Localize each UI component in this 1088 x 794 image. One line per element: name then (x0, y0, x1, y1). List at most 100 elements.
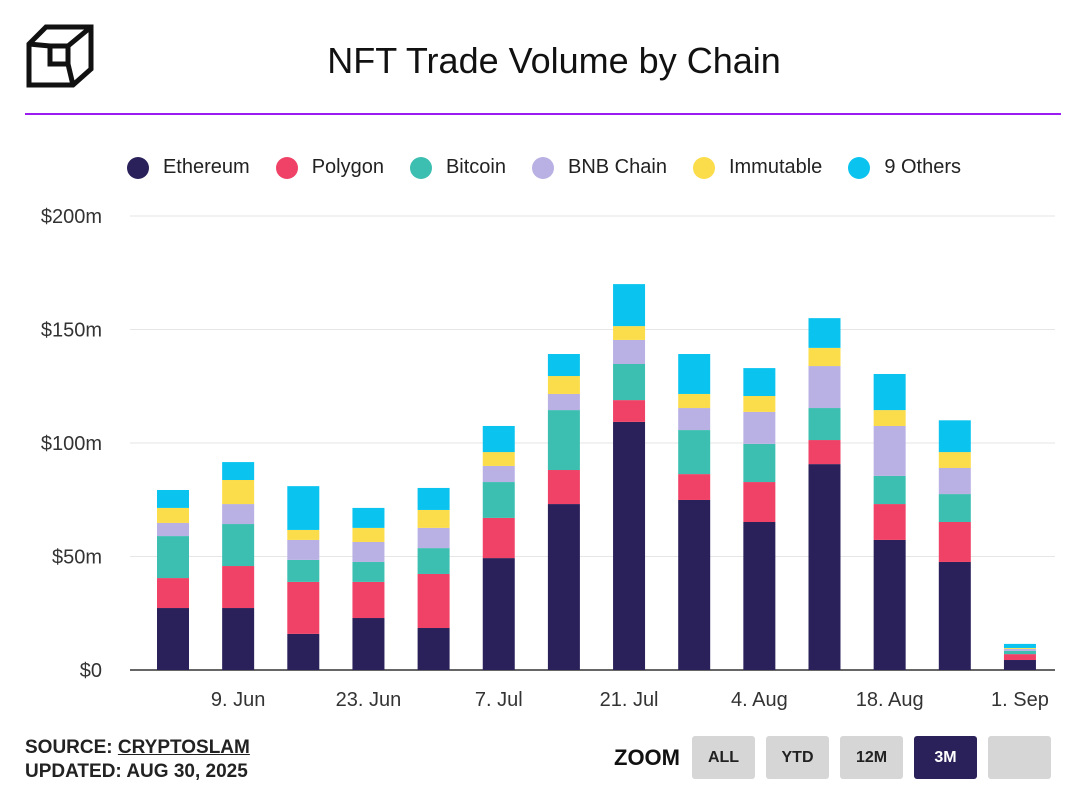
bar-segment-bnb-chain (352, 541, 385, 562)
bar-segment-ethereum (157, 608, 189, 670)
legend-item[interactable]: Bitcoin (409, 156, 506, 179)
bar-segment-bitcoin (938, 494, 971, 522)
bar-segment-9-others (222, 462, 255, 481)
bar-segment-bitcoin (547, 410, 580, 471)
bar-segment-bnb-chain (613, 339, 646, 365)
footer: SOURCE: CRYPTOSLAM UPDATED: AUG 30, 2025 (25, 736, 250, 784)
bar-segment-ethereum (222, 608, 255, 670)
bar-segment-bnb-chain (157, 522, 189, 537)
bar-segment-polygon (938, 521, 971, 562)
legend-dot-icon (126, 156, 149, 179)
bar-segment-ethereum (808, 464, 841, 670)
bar-segment-immutable (808, 347, 841, 367)
legend-item[interactable]: Immutable (692, 156, 823, 179)
zoom-button-ytd[interactable]: YTD (766, 736, 829, 779)
zoom-button-all[interactable]: ALL (692, 736, 755, 779)
bar-segment-ethereum (873, 539, 906, 670)
legend: Ethereum Polygon Bitcoin BNB Chain Immutable… (0, 156, 1088, 179)
bar-segment-9-others (352, 507, 385, 528)
bar-segment-bitcoin (873, 475, 906, 505)
legend-item[interactable]: BNB Chain (532, 156, 667, 179)
legend-label: Immutable (728, 156, 823, 178)
legend-item[interactable]: 9 Others (848, 156, 961, 179)
legend-label: Bitcoin (445, 156, 506, 178)
bar-segment-bitcoin (157, 536, 189, 579)
bar-segment-bitcoin (743, 443, 776, 483)
bar-segment-bnb-chain (1003, 648, 1036, 651)
bar-segment-9-others (417, 487, 450, 510)
zoom-controls: ZOOM ALL YTD 12M 3M (614, 736, 1062, 779)
bar-segment-polygon (222, 566, 255, 609)
bar-segment-polygon (417, 573, 450, 629)
bar-segment-bnb-chain (873, 425, 906, 476)
legend-dot-icon (692, 156, 715, 179)
bar-segment-9-others (873, 373, 906, 411)
bar-segment-ethereum (613, 421, 646, 670)
bar-segment-ethereum (743, 521, 776, 670)
bar-segment-immutable (938, 452, 971, 468)
legend-item[interactable]: Polygon (275, 156, 384, 179)
cryptoslam-logo-icon (26, 24, 94, 88)
bar-segment-immutable (157, 507, 189, 523)
bar-segment-immutable (873, 410, 906, 426)
bar-segment-ethereum (1003, 660, 1036, 670)
bar-segment-immutable (482, 452, 515, 466)
bar-segment-bitcoin (1003, 650, 1036, 655)
bar-segment-bitcoin (808, 408, 841, 441)
bar-segment-ethereum (352, 618, 385, 670)
bar-segment-immutable (613, 326, 646, 340)
bar-segment-polygon (873, 504, 906, 540)
legend-label: 9 Others (884, 156, 962, 178)
zoom-button-blank[interactable] (988, 736, 1051, 779)
legend-item[interactable]: Ethereum (126, 156, 250, 179)
bar-segment-bitcoin (678, 430, 711, 475)
bar-segment-bnb-chain (482, 465, 515, 483)
bar-segment-polygon (678, 474, 711, 500)
legend-dot-icon (848, 156, 871, 179)
x-tick-label: 9. Jun (211, 689, 265, 711)
bar-segment-polygon (352, 581, 385, 619)
y-tick-label: $100m (41, 433, 102, 455)
bar-segment-9-others (613, 284, 646, 327)
bar-segment-bitcoin (613, 364, 646, 401)
x-tick-label: 7. Jul (475, 689, 523, 711)
x-tick-label: 1. Sep (991, 689, 1049, 711)
bar-segment-bnb-chain (808, 366, 841, 409)
bar-segment-polygon (287, 581, 320, 634)
bar-segment-bnb-chain (287, 539, 320, 560)
bar-segment-bnb-chain (417, 527, 450, 549)
bar-segment-ethereum (938, 561, 971, 670)
legend-dot-icon (275, 156, 298, 179)
x-tick-label: 21. Jul (600, 689, 659, 711)
bar-segment-bnb-chain (678, 408, 711, 431)
x-tick-label: 4. Aug (731, 689, 788, 711)
bar-segment-polygon (482, 517, 515, 559)
bar-segment-polygon (743, 482, 776, 522)
title-divider (25, 113, 1061, 115)
bar-segment-ethereum (287, 633, 320, 670)
legend-label: Polygon (311, 156, 384, 178)
zoom-label: ZOOM (614, 744, 680, 770)
bar-segment-bnb-chain (743, 411, 776, 444)
bar-segment-immutable (743, 396, 776, 412)
bar-segment-bnb-chain (547, 393, 580, 411)
bar-segment-bitcoin (222, 524, 255, 567)
zoom-button-12m[interactable]: 12M (840, 736, 903, 779)
bar-segment-bitcoin (482, 482, 515, 518)
legend-dot-icon (532, 156, 554, 179)
bar-segment-9-others (287, 486, 320, 530)
updated-text: UPDATED: AUG 30, 2025 (25, 761, 248, 782)
bar-segment-bnb-chain (222, 504, 255, 525)
bar-segment-bitcoin (352, 561, 385, 582)
source-link[interactable]: CRYPTOSLAM (117, 737, 250, 758)
y-tick-label: $50m (52, 547, 102, 569)
y-tick-label: $0 (80, 660, 102, 682)
x-tick-label: 18. Aug (856, 689, 924, 711)
bar-segment-ethereum (417, 628, 450, 670)
bar-segment-9-others (157, 489, 189, 508)
bar-segment-bnb-chain (938, 467, 971, 495)
bar-segment-9-others (743, 368, 776, 397)
bar-segment-9-others (678, 354, 711, 394)
zoom-button-3m[interactable]: 3M (914, 736, 977, 779)
